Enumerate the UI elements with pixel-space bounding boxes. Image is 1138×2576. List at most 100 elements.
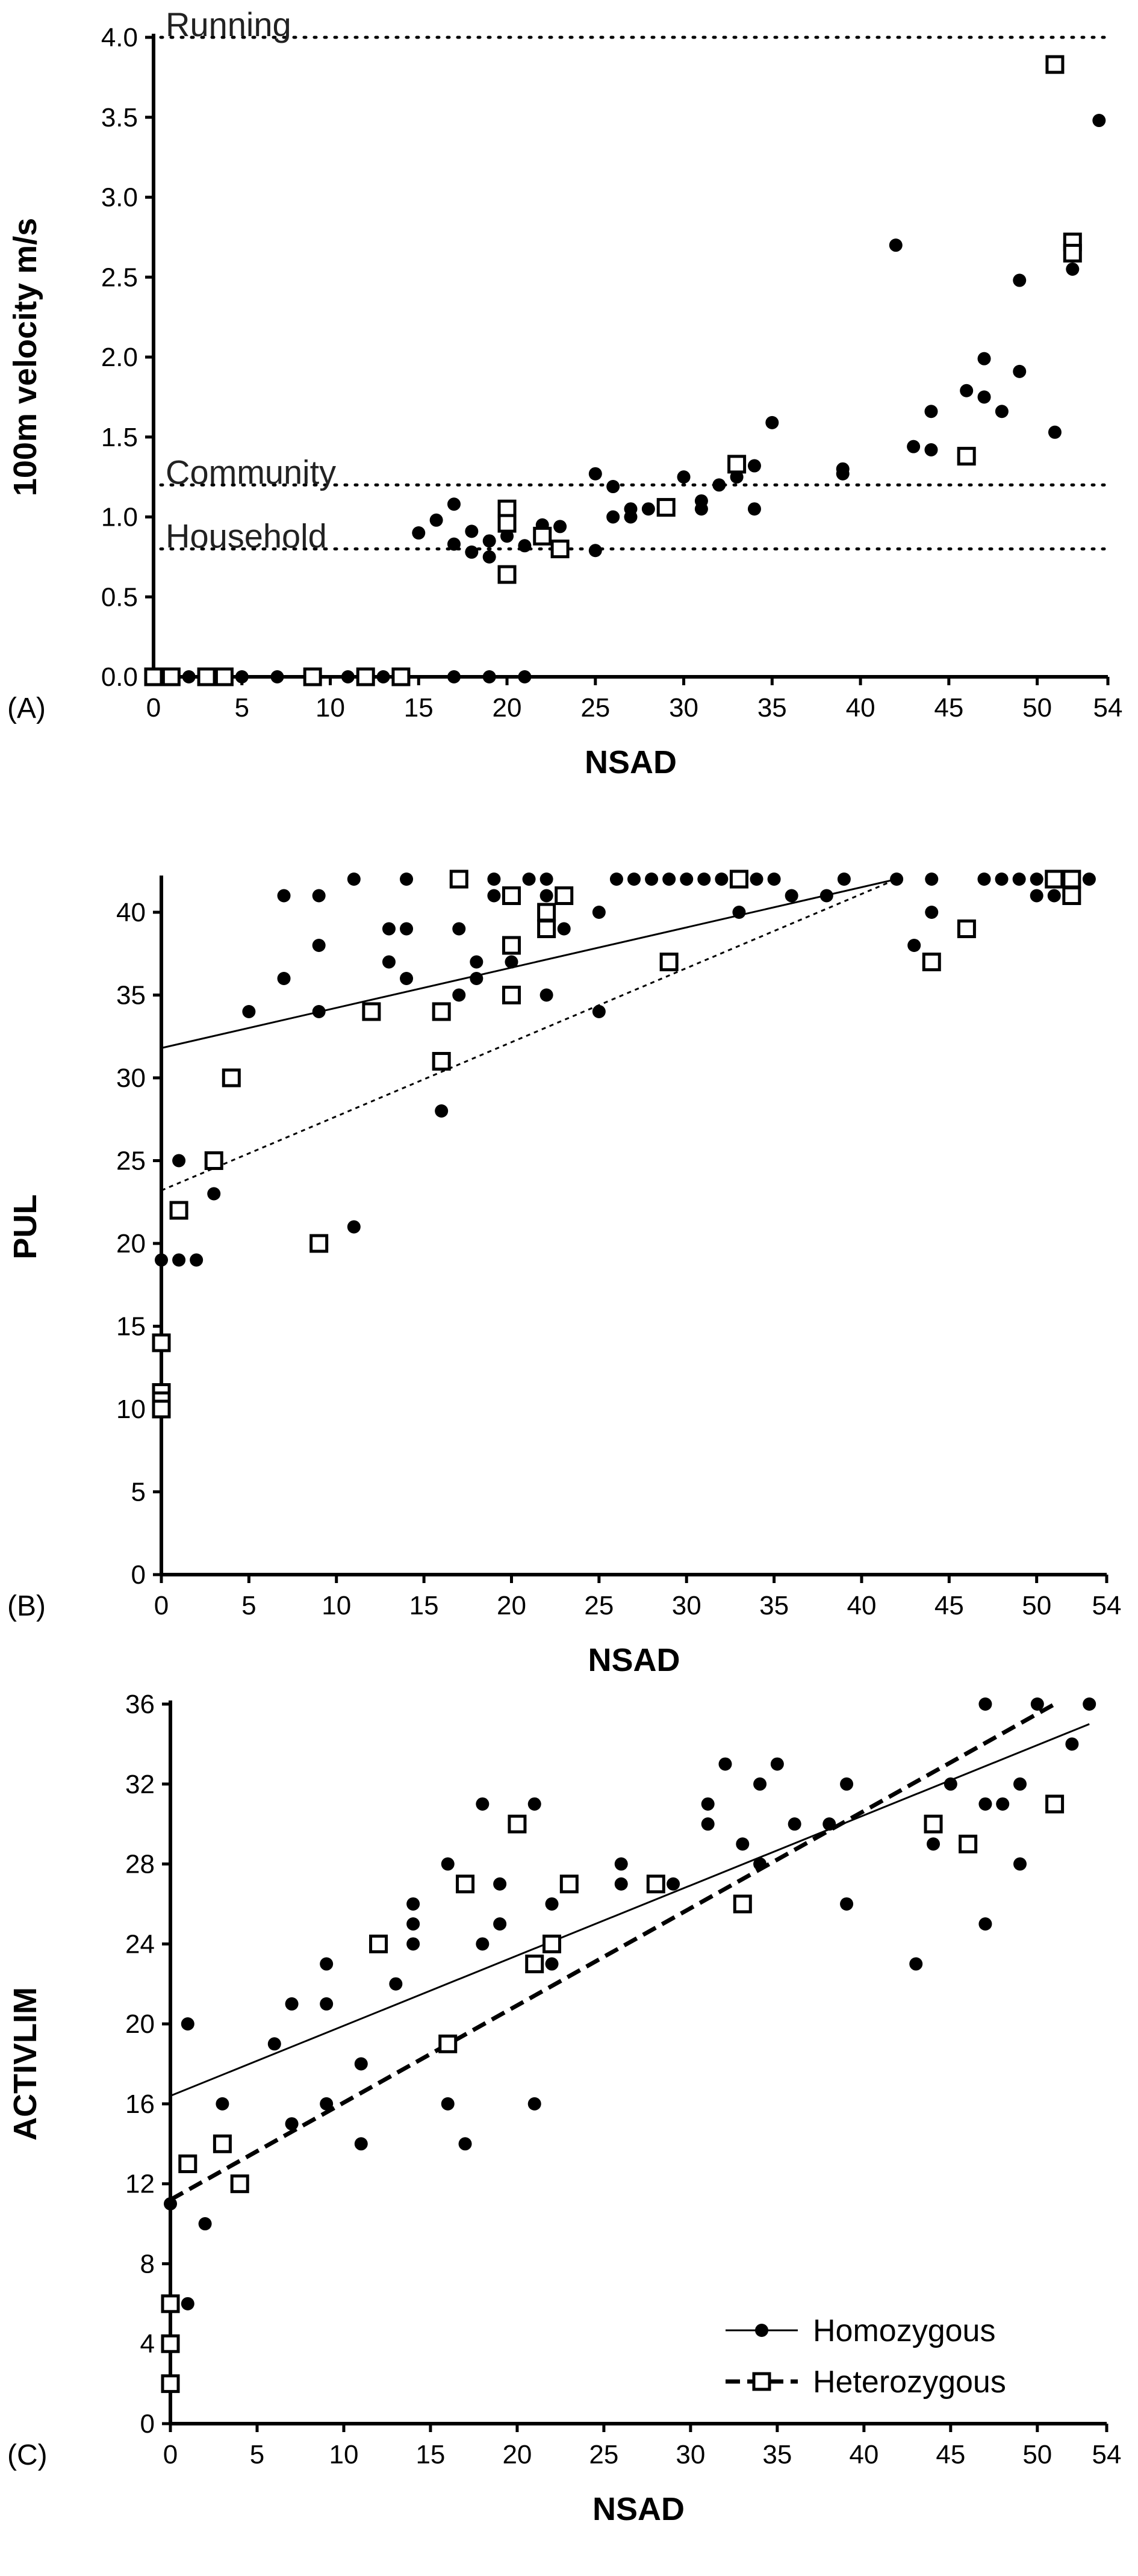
data-point-circle (354, 2057, 368, 2071)
data-point-circle (927, 1837, 941, 1851)
data-point-square (502, 936, 521, 955)
data-point-circle (909, 1957, 923, 1971)
y-tick-label: 24 (125, 1929, 155, 1959)
data-point-square (432, 1002, 451, 1021)
y-tick-label: 8 (140, 2249, 155, 2279)
data-point-circle (1065, 1737, 1079, 1751)
x-tick-label: 50 (1022, 693, 1052, 723)
data-point-circle (753, 1777, 767, 1791)
data-point-circle (400, 922, 414, 936)
x-tick-label: 45 (934, 693, 963, 723)
y-tick-label: 0.5 (101, 582, 138, 612)
trend-line (161, 878, 897, 1192)
data-point-square (543, 1934, 562, 1953)
data-point-circle (458, 2137, 472, 2151)
data-point-circle (198, 2217, 212, 2231)
panel-c-chart: 0 5 10 15 20 25 30 35 40 45 50 54 0 4 8 12 16 20 24 28 32 36 N… (7, 1690, 1121, 2527)
data-point-circle (545, 1897, 559, 1911)
data-point-square (1045, 55, 1065, 74)
data-point-square (555, 886, 574, 905)
data-point-circle (978, 1697, 992, 1711)
data-point-square (161, 2334, 180, 2353)
y-axis-title: PUL (7, 1195, 43, 1260)
data-point-circle (539, 988, 553, 1002)
data-point-circle (465, 524, 479, 538)
data-point-square (230, 2174, 249, 2194)
data-point-circle (641, 502, 655, 516)
data-point-circle (207, 1187, 221, 1201)
data-point-circle (680, 873, 694, 886)
x-tick-label: 25 (580, 693, 610, 723)
data-point-square (369, 1934, 388, 1953)
data-point-circle (341, 670, 355, 683)
data-point-circle (995, 405, 1009, 418)
y-tick-label: 35 (116, 981, 146, 1010)
legend-marker-square (752, 2372, 771, 2391)
data-point-circle (715, 873, 729, 886)
data-point-circle (216, 2097, 229, 2111)
data-point-square (178, 2154, 197, 2173)
data-point-circle (518, 670, 532, 683)
data-point-circle (447, 670, 461, 683)
data-point-circle (354, 2137, 368, 2151)
data-point-square (502, 886, 521, 905)
data-point-circle (539, 873, 553, 886)
data-point-circle (465, 545, 479, 559)
data-point-circle (624, 502, 638, 516)
data-point-circle (242, 1005, 256, 1018)
data-point-square (1062, 886, 1081, 905)
data-point-circle (588, 544, 602, 558)
data-point-circle (1066, 262, 1080, 276)
y-tick-label: 32 (125, 1770, 155, 1799)
x-axis-title: NSAD (588, 1642, 680, 1678)
data-point-circle (320, 1957, 334, 1971)
data-point-square (309, 1234, 329, 1253)
y-tick-label: 0 (140, 2409, 155, 2439)
x-tick-label: 10 (329, 2440, 358, 2469)
y-axis-title: 100m velocity m/s (7, 218, 43, 496)
data-point-circle (452, 922, 466, 936)
y-tick-label: 1.5 (101, 423, 138, 452)
x-tick-label: 20 (502, 2440, 532, 2469)
x-axis-title: NSAD (592, 2491, 685, 2527)
data-point-square (957, 919, 976, 938)
data-point-square (432, 1052, 451, 1071)
x-tick-label: 50 (1022, 2440, 1052, 2469)
legend-label: Homozygous (813, 2313, 995, 2348)
x-tick-label: 0 (163, 2440, 178, 2469)
data-point-circle (164, 2197, 177, 2210)
data-point-square (656, 498, 676, 517)
data-point-circle (1013, 1777, 1027, 1791)
data-point-circle (718, 1757, 732, 1771)
data-point-square (456, 1874, 475, 1894)
trend-line (169, 1702, 1056, 2202)
data-point-square (1045, 1794, 1065, 1814)
data-point-circle (736, 1837, 750, 1851)
data-point-circle (712, 478, 726, 492)
data-point-circle (889, 238, 903, 252)
data-point-square (537, 919, 556, 938)
y-tick-label: 0.0 (101, 662, 138, 692)
data-point-circle (476, 1797, 490, 1811)
data-point-circle (235, 670, 249, 683)
x-tick-label: 40 (847, 1591, 876, 1620)
data-point-circle (400, 873, 414, 886)
data-point-circle (406, 1897, 420, 1911)
data-point-circle (819, 889, 833, 903)
panel-a-chart: 0 5 10 15 20 25 30 35 40 45 50 54 0.0 0.5 1.0 1.5 2.0 2.5… (7, 5, 1122, 780)
data-point-circle (1013, 1857, 1027, 1871)
data-point-circle (406, 1937, 420, 1951)
data-point-circle (1030, 1697, 1044, 1711)
data-point-circle (701, 1817, 715, 1831)
data-point-circle (1083, 1697, 1096, 1711)
panel-label: (C) (7, 2439, 48, 2471)
data-point-circle (487, 889, 501, 903)
y-tick-label: 20 (116, 1229, 146, 1258)
legend-label: Heterozygous (813, 2365, 1006, 2400)
data-point-circle (441, 2097, 455, 2111)
data-point-square (733, 1894, 752, 1914)
data-point-circle (837, 873, 851, 886)
data-point-circle (482, 534, 496, 548)
data-point-circle (588, 467, 602, 481)
data-point-circle (836, 467, 850, 481)
